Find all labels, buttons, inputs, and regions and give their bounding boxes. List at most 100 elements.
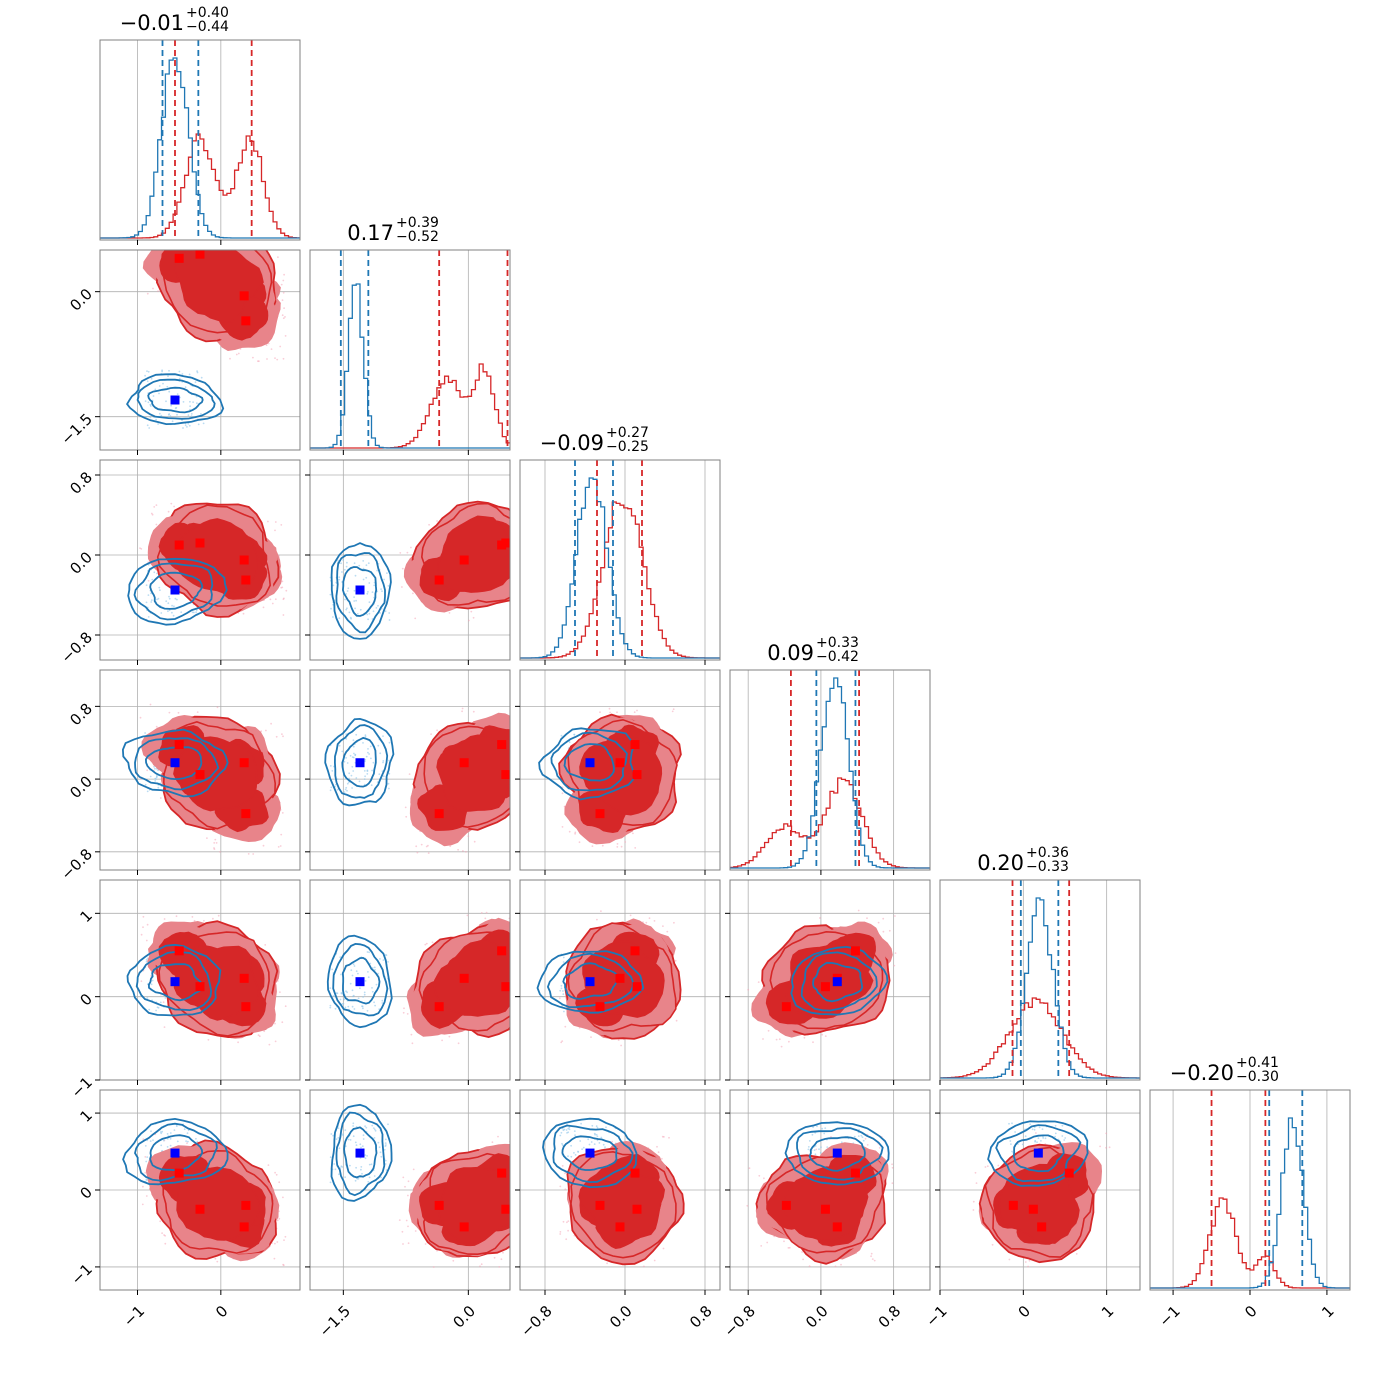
red-sample-dot xyxy=(1027,1265,1029,1268)
red-sample-dot xyxy=(636,709,638,712)
blue-sample-dot xyxy=(167,610,169,613)
red-sample-dot xyxy=(891,1163,893,1166)
blue-sample-dot xyxy=(808,1140,811,1142)
blue-sample-dot xyxy=(384,1145,387,1147)
blue-sample-dot xyxy=(167,602,170,605)
blue-marker xyxy=(355,585,365,595)
red-sample-dot xyxy=(432,1266,435,1268)
blue-sample-dot xyxy=(565,1129,568,1131)
red-marker xyxy=(501,982,510,992)
blue-sample-dot xyxy=(363,991,366,994)
red-sample-dot xyxy=(284,1005,287,1008)
blue-sample-dot xyxy=(362,1134,365,1137)
red-sample-dot xyxy=(277,846,280,848)
red-sample-dot xyxy=(267,520,269,523)
blue-sample-dot xyxy=(567,1131,570,1134)
blue-sample-dot xyxy=(351,989,354,992)
blue-sample-dot xyxy=(384,1142,387,1144)
blue-sample-dot xyxy=(818,1148,820,1151)
blue-sample-dot xyxy=(377,1141,380,1144)
blue-sample-dot xyxy=(1009,1140,1012,1142)
blue-marker xyxy=(585,977,595,987)
blue-sample-dot xyxy=(334,1168,337,1171)
red-sample-dot xyxy=(147,221,149,223)
blue-sample-dot xyxy=(598,1142,601,1144)
title-upper-error: +0.39 xyxy=(396,215,439,231)
blue-sample-dot xyxy=(579,1140,582,1142)
red-sample-dot xyxy=(539,704,541,706)
red-sample-dot xyxy=(498,1266,501,1268)
title-upper-error: +0.40 xyxy=(186,5,229,21)
panel-frame xyxy=(939,879,1141,1081)
blue-sample-dot xyxy=(347,587,350,590)
red-sample-dot xyxy=(186,245,188,247)
blue-sample-dot xyxy=(145,584,148,587)
blue-sample-dot xyxy=(155,1009,158,1012)
blue-sample-dot xyxy=(357,1177,360,1180)
red-sample-dot xyxy=(516,1018,518,1020)
red-sample-dot xyxy=(276,1219,279,1222)
contour-panel-3-1 xyxy=(305,669,541,875)
red-sample-dot xyxy=(746,1204,749,1207)
blue-sample-dot xyxy=(605,1126,607,1129)
blue-sample-dot xyxy=(823,1132,826,1135)
blue-sample-dot xyxy=(167,375,169,378)
red-sample-dot xyxy=(568,830,571,833)
red-contour-region xyxy=(173,250,264,324)
blue-sample-dot xyxy=(350,617,352,620)
red-marker xyxy=(1037,1222,1047,1232)
blue-sample-dot xyxy=(570,1155,573,1158)
blue-sample-dot xyxy=(568,1126,571,1129)
blue-contour-level-0 xyxy=(330,542,392,640)
blue-sample-dot xyxy=(183,1128,186,1131)
red-sample-dot xyxy=(747,988,750,991)
red-sample-dot xyxy=(216,1260,219,1263)
blue-sample-dot xyxy=(383,1148,386,1151)
red-sample-dot xyxy=(155,725,158,728)
red-sample-dot xyxy=(276,358,279,361)
red-sample-dot xyxy=(748,1167,751,1170)
red-sample-dot xyxy=(1108,1146,1111,1149)
red-sample-dot xyxy=(282,1264,285,1267)
blue-sample-dot xyxy=(156,572,158,575)
red-sample-dot xyxy=(870,1255,872,1258)
red-marker xyxy=(195,250,205,259)
blue-sample-dot xyxy=(200,413,202,415)
blue-sample-dot xyxy=(146,1179,148,1182)
panel-frame xyxy=(519,879,721,1081)
panel-frame xyxy=(729,669,931,871)
red-sample-dot xyxy=(485,911,488,914)
red-sample-dot xyxy=(560,1041,563,1044)
contour-panel-2-1 xyxy=(305,459,511,665)
blue-sample-dot xyxy=(146,957,149,960)
red-sample-dot xyxy=(783,1240,785,1243)
red-sample-dot xyxy=(567,1229,569,1232)
red-sample-dot xyxy=(215,842,218,844)
blue-sample-dot xyxy=(380,588,382,590)
red-sample-dot xyxy=(170,228,172,230)
red-sample-dot xyxy=(412,592,414,595)
blue-sample-dot xyxy=(154,388,157,391)
red-sample-dot xyxy=(516,989,518,991)
blue-contour-level-1 xyxy=(134,1122,218,1182)
blue-sample-dot xyxy=(178,370,181,373)
red-sample-dot xyxy=(282,614,285,616)
blue-sample-dot xyxy=(171,420,174,423)
blue-sample-dot xyxy=(146,370,148,372)
blue-sample-dot xyxy=(574,1134,576,1137)
title-value: 0.17 xyxy=(347,221,394,245)
red-sample-dot xyxy=(283,273,285,276)
blue-sample-dot xyxy=(354,1141,357,1144)
red-sample-dot xyxy=(491,1141,494,1144)
blue-sample-dot xyxy=(567,1155,569,1158)
red-sample-dot xyxy=(523,1229,525,1231)
blue-sample-dot xyxy=(1040,1140,1042,1142)
red-sample-dot xyxy=(997,1164,1000,1167)
red-sample-dot xyxy=(410,546,412,549)
red-sample-dot xyxy=(600,910,602,912)
red-sample-dot xyxy=(891,1182,894,1185)
red-sample-dot xyxy=(815,1148,818,1151)
blue-sample-dot xyxy=(370,1163,373,1166)
blue-sample-dot xyxy=(380,1155,383,1158)
red-sample-dot xyxy=(155,523,158,526)
